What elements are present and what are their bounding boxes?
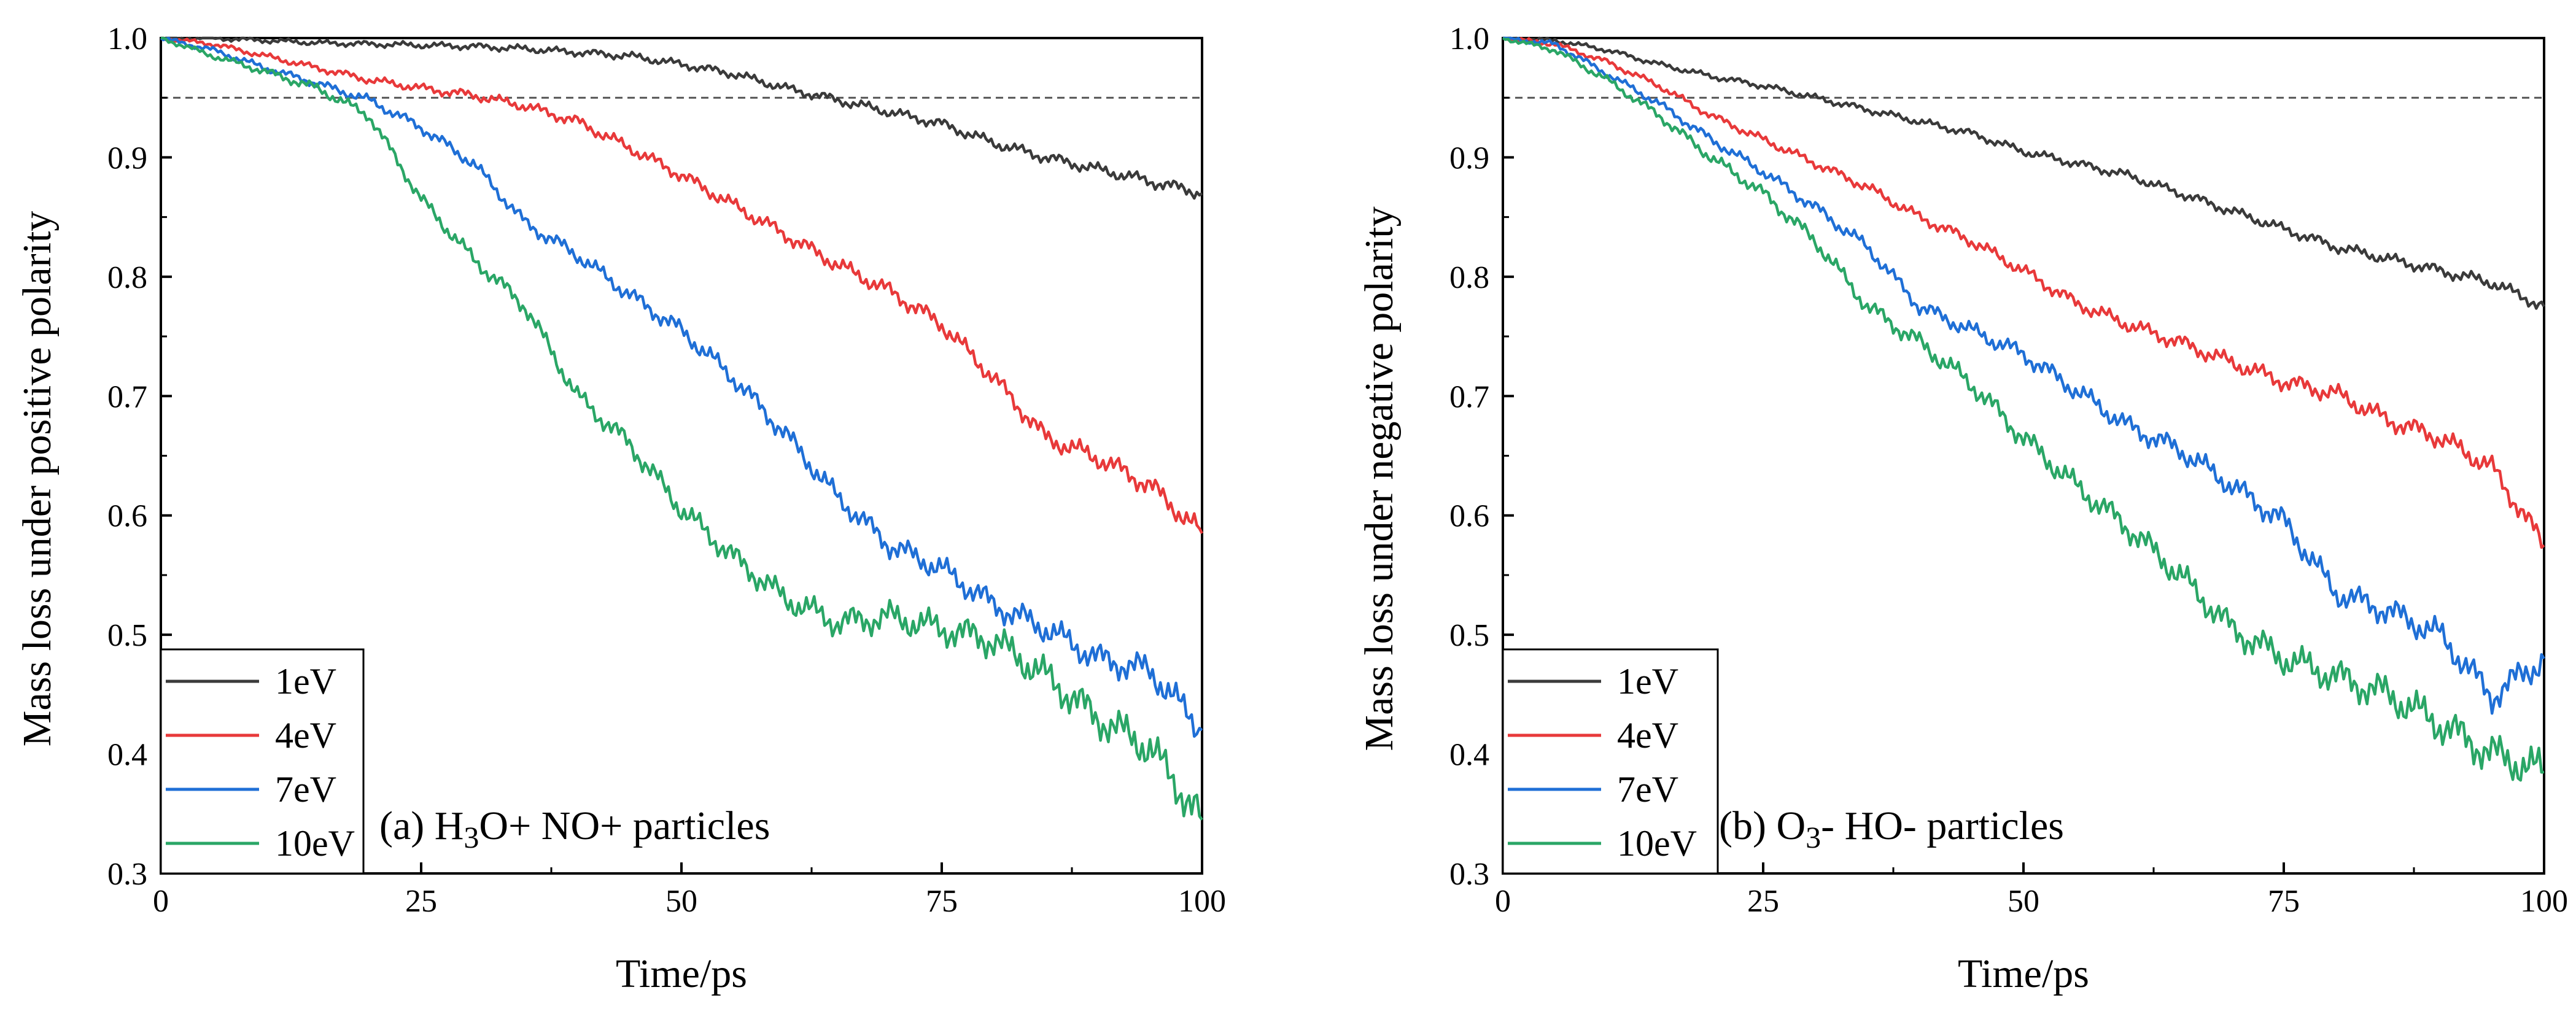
annotation-b: (b) O3- HO- particles bbox=[1719, 803, 2064, 854]
annotation-a: (a) H3O+ NO+ particles bbox=[379, 803, 770, 854]
x-tick-label-a: 100 bbox=[1178, 884, 1226, 919]
x-axis-title-b: Time/ps bbox=[1958, 951, 2089, 996]
x-tick-label-a: 75 bbox=[926, 884, 958, 919]
x-tick-label-b: 25 bbox=[1747, 884, 1779, 919]
legend-label-10eV-b: 10eV bbox=[1617, 823, 1697, 864]
y-tick-label-b: 0.6 bbox=[1449, 499, 1489, 534]
legend-b: 1eV 4eV 7eV 10eV bbox=[1502, 648, 1719, 875]
y-tick-label-a: 0.3 bbox=[107, 857, 147, 892]
series-line-10eV-a bbox=[161, 36, 1203, 821]
legend-label-1eV-b: 1eV bbox=[1617, 661, 1678, 702]
series-line-7eV-b bbox=[1503, 36, 2545, 715]
y-tick-label-a: 0.7 bbox=[107, 379, 147, 414]
legend-label-4eV-b: 4eV bbox=[1617, 715, 1678, 756]
y-tick-label-b: 0.4 bbox=[1449, 738, 1489, 773]
y-tick-label-a: 0.9 bbox=[107, 141, 147, 176]
y-tick-label-b: 0.5 bbox=[1449, 618, 1489, 653]
series-line-1eV-a bbox=[160, 36, 1203, 200]
x-tick-label-b: 0 bbox=[1495, 884, 1511, 919]
x-axis-title-a: Time/ps bbox=[616, 951, 747, 996]
series-line-1eV-b bbox=[1502, 36, 2545, 310]
series-line-7eV-a bbox=[160, 36, 1203, 738]
x-tick-label-a: 0 bbox=[153, 884, 169, 919]
y-tick-label-a: 0.5 bbox=[107, 618, 147, 653]
series-line-10eV-b bbox=[1502, 37, 2545, 782]
y-tick-label-b: 0.3 bbox=[1449, 857, 1489, 892]
chart-panel-a: (a) H3O+ NO+ particles Time/ps Mass loss… bbox=[15, 21, 1226, 996]
x-tick-label-b: 100 bbox=[2520, 884, 2568, 919]
legend-label-7eV-a: 7eV bbox=[275, 769, 336, 810]
y-tick-label-a: 0.8 bbox=[107, 260, 147, 295]
series-line-4eV-b bbox=[1502, 36, 2545, 549]
x-tick-label-a: 50 bbox=[665, 884, 697, 919]
y-tick-label-b: 1.0 bbox=[1449, 21, 1489, 56]
y-axis-title-b: Mass loss under negative polarity bbox=[1357, 206, 1402, 751]
legend-label-10eV-a: 10eV bbox=[275, 823, 355, 864]
chart-panel-b: (b) O3- HO- particles Time/ps Mass loss … bbox=[1357, 21, 2568, 996]
series-line-4eV-a bbox=[161, 36, 1203, 534]
y-tick-label-a: 1.0 bbox=[107, 21, 147, 56]
y-tick-label-a: 0.6 bbox=[107, 499, 147, 534]
x-tick-label-a: 25 bbox=[405, 884, 437, 919]
legend-label-7eV-b: 7eV bbox=[1617, 769, 1678, 810]
legend-box-a bbox=[160, 648, 365, 875]
x-tick-label-b: 75 bbox=[2268, 884, 2300, 919]
x-tick-label-b: 50 bbox=[2008, 884, 2039, 919]
y-tick-label-b: 0.9 bbox=[1449, 141, 1489, 176]
y-tick-label-b: 0.7 bbox=[1449, 379, 1489, 414]
y-tick-label-b: 0.8 bbox=[1449, 260, 1489, 295]
legend-label-1eV-a: 1eV bbox=[275, 661, 336, 702]
legend-box-b bbox=[1502, 648, 1719, 875]
legend-a: 1eV 4eV 7eV 10eV bbox=[160, 648, 365, 875]
legend-label-4eV-a: 4eV bbox=[275, 715, 336, 756]
y-axis-title-a: Mass loss under positive polarity bbox=[15, 211, 60, 747]
y-tick-label-a: 0.4 bbox=[107, 738, 147, 773]
